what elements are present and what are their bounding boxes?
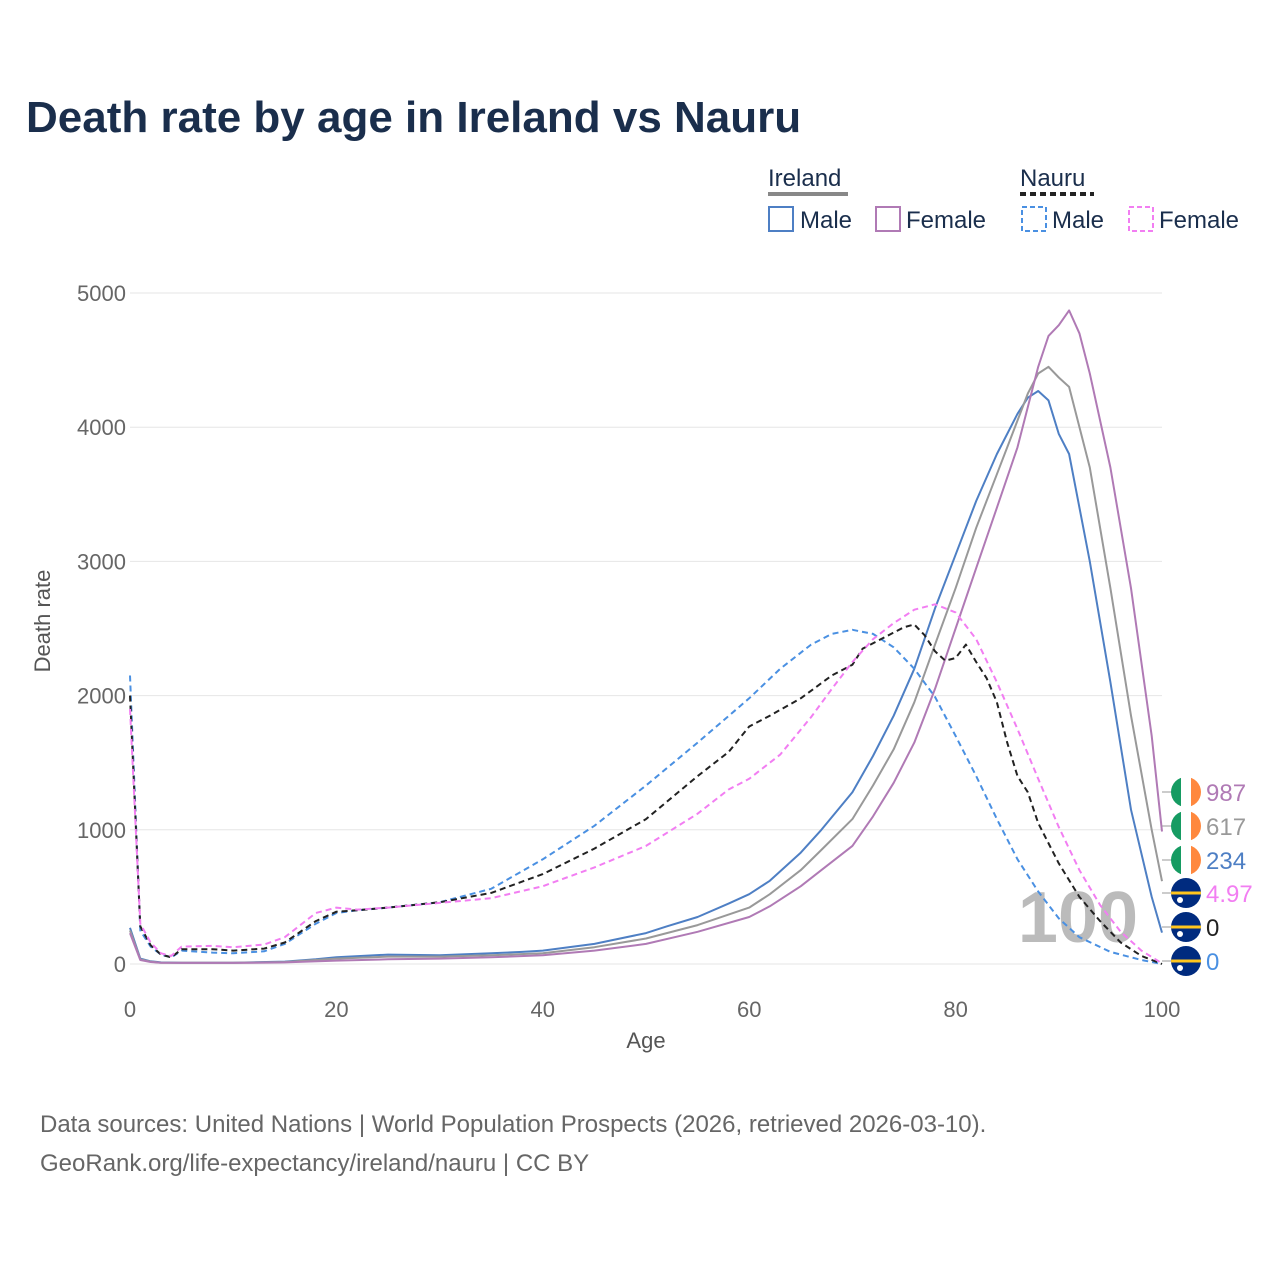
y-tick-label: 5000 — [77, 281, 126, 306]
year-watermark: 100 — [1018, 878, 1138, 958]
series-line-nauru-female — [129, 603, 1163, 965]
end-label-value: 617 — [1206, 814, 1246, 841]
series-line-nauru-male — [129, 628, 1163, 965]
ireland-flag-icon — [1171, 845, 1201, 875]
ireland-flag-icon — [1171, 811, 1201, 841]
series-line-ireland-female — [129, 309, 1163, 964]
legend-label-ireland-female: Female — [906, 207, 986, 234]
series-line-ireland-both — [129, 365, 1163, 964]
legend-swatch-nauru-female — [1128, 206, 1154, 232]
legend-swatch-nauru-male — [1021, 206, 1047, 232]
x-tick-label: 20 — [324, 997, 348, 1022]
ireland-flag-icon — [1171, 777, 1201, 807]
legend-label-nauru-male: Male — [1052, 207, 1104, 234]
y-axis-title: Death rate — [30, 570, 55, 673]
end-label-value: 0 — [1206, 915, 1219, 942]
source-line-2: GeoRank.org/life-expectancy/ireland/naur… — [40, 1150, 589, 1177]
x-tick-label: 60 — [737, 997, 761, 1022]
x-axis-title: Age — [626, 1028, 665, 1053]
legend-label-ireland-male: Male — [800, 207, 852, 234]
legend-label-nauru-female: Female — [1159, 207, 1239, 234]
end-labels: 987 617 234 4.97 0 0 — [1162, 777, 1253, 976]
x-tick-label: 40 — [531, 997, 555, 1022]
chart-title: Death rate by age in Ireland vs Nauru — [26, 93, 801, 142]
legend-swatch-ireland-female — [875, 206, 901, 232]
y-tick-label: 0 — [114, 952, 126, 977]
x-tick-label: 80 — [943, 997, 967, 1022]
legend-group-ireland: Ireland — [768, 165, 841, 192]
nauru-flag-icon — [1171, 912, 1201, 942]
gridlines — [130, 292, 1162, 965]
y-tick-label: 3000 — [77, 549, 126, 574]
y-axis-ticks: 0 1000 2000 3000 4000 5000 — [77, 281, 126, 977]
series-line-nauru-both — [129, 623, 1163, 965]
x-axis-ticks: 0 20 40 60 80 100 — [124, 997, 1180, 1022]
source-line-1: Data sources: United Nations | World Pop… — [40, 1111, 986, 1138]
nauru-flag-icon — [1171, 946, 1201, 976]
end-label-value: 234 — [1206, 848, 1246, 875]
end-label-value: 0 — [1206, 949, 1219, 976]
legend: Ireland Nauru Male Female Male Female — [768, 165, 1239, 234]
y-tick-label: 2000 — [77, 684, 126, 709]
y-tick-label: 4000 — [77, 415, 126, 440]
end-label-value: 4.97 — [1206, 881, 1253, 908]
series-lines — [129, 309, 1163, 965]
x-tick-label: 100 — [1144, 997, 1181, 1022]
legend-swatch-ireland-male — [768, 206, 794, 232]
legend-group-nauru: Nauru — [1020, 165, 1085, 192]
x-tick-label: 0 — [124, 997, 136, 1022]
nauru-flag-icon — [1171, 878, 1201, 908]
y-tick-label: 1000 — [77, 818, 126, 843]
end-label-value: 987 — [1206, 780, 1246, 807]
